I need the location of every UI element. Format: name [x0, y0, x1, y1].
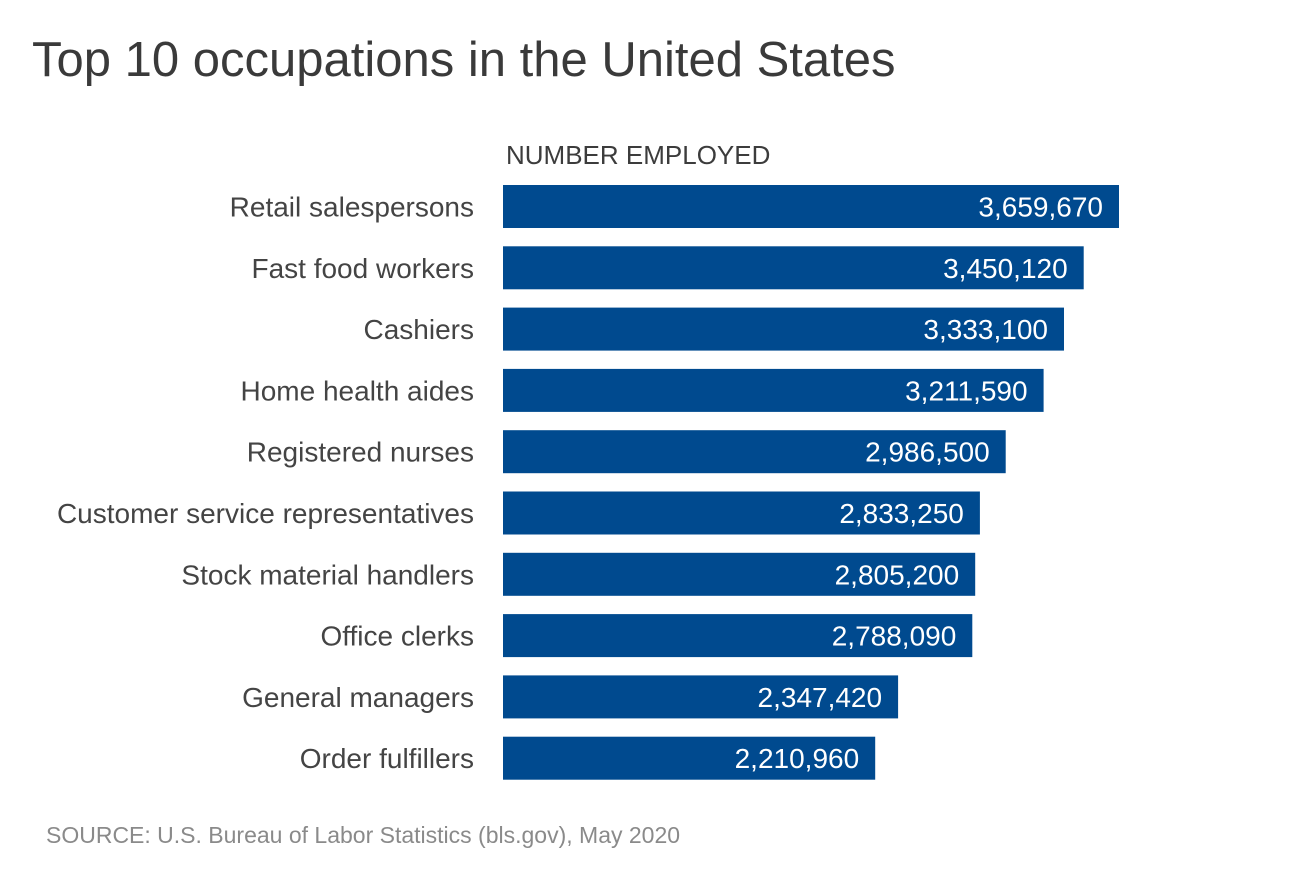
bar-5 [503, 430, 1006, 474]
value-label-10: 2,210,960 [735, 743, 860, 774]
value-label-2: 3,450,120 [943, 253, 1068, 284]
category-label-1: Retail salespersons [230, 192, 474, 223]
bar-1 [503, 185, 1119, 228]
bar-6 [503, 491, 980, 535]
value-label-1: 3,659,670 [978, 192, 1103, 223]
category-label-6: Customer service representatives [57, 498, 474, 529]
value-label-9: 2,347,420 [758, 682, 883, 713]
bar-4 [503, 368, 1044, 412]
bar-3 [503, 307, 1064, 351]
category-label-3: Cashiers [364, 314, 474, 345]
bar-10 [503, 736, 876, 780]
value-label-5: 2,986,500 [865, 437, 990, 468]
category-label-10: Order fulfillers [300, 743, 474, 774]
value-label-3: 3,333,100 [923, 314, 1048, 345]
category-label-8: Office clerks [320, 621, 474, 652]
category-label-4: Home health aides [241, 375, 474, 406]
value-column-header: NUMBER EMPLOYED [506, 140, 771, 170]
value-label-7: 2,805,200 [835, 559, 960, 590]
value-label-6: 2,833,250 [839, 498, 964, 529]
category-label-5: Registered nurses [247, 437, 474, 468]
chart-title: Top 10 occupations in the United States [32, 33, 896, 87]
bar-8 [503, 614, 973, 658]
bar-7 [503, 552, 976, 596]
category-label-2: Fast food workers [251, 253, 474, 284]
bar-2 [503, 246, 1084, 290]
source-note: SOURCE: U.S. Bureau of Labor Statistics … [46, 822, 681, 848]
category-label-7: Stock material handlers [181, 559, 474, 590]
value-label-4: 3,211,590 [905, 375, 1028, 406]
category-label-9: General managers [242, 682, 474, 713]
bar-9 [503, 675, 899, 719]
value-label-8: 2,788,090 [832, 621, 957, 652]
